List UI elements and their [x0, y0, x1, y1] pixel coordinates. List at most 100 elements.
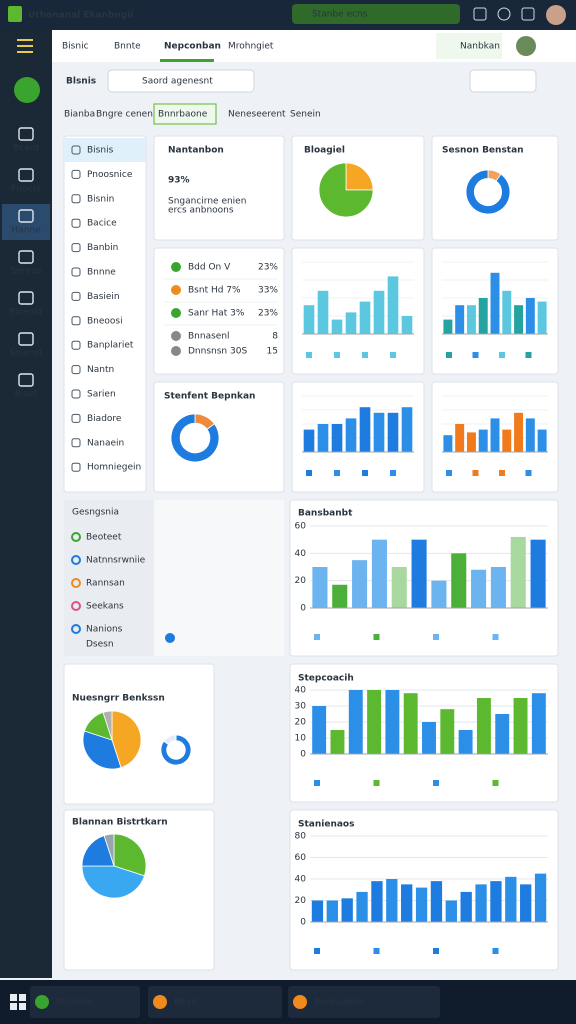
bar [490, 881, 502, 922]
bar [514, 412, 524, 452]
taskbar-label: Blrsic [174, 998, 199, 1008]
menu-icon [71, 340, 81, 350]
menu-item: Nanaein [87, 438, 124, 448]
toolbar[interactable] [469, 69, 537, 93]
menu-icon[interactable] [17, 39, 33, 53]
status-label: Bsnt Hd 7% [188, 286, 241, 296]
chart-title: Bansbanbt [298, 509, 353, 519]
sidebar-label: Hanne [11, 226, 41, 236]
bar [303, 429, 315, 452]
legend-swatch [306, 470, 312, 476]
menu-icon [71, 243, 81, 253]
search-box[interactable] [107, 69, 255, 93]
bar [460, 891, 472, 922]
group-foot: Dsesn [86, 640, 114, 650]
taskbar-item[interactable] [288, 986, 440, 1018]
bar [331, 319, 343, 334]
sidebar-icon[interactable] [18, 168, 34, 182]
bar [371, 881, 383, 922]
blank-panel [154, 500, 284, 656]
nav-tab: Bnnte [114, 42, 141, 52]
bar [478, 429, 488, 452]
status-value: 23% [258, 309, 278, 319]
bar [537, 429, 547, 452]
sidebar-icon[interactable] [18, 373, 34, 387]
bar [326, 900, 338, 922]
slice [82, 730, 122, 770]
sidebar-icon[interactable] [18, 291, 34, 305]
sidebar-icon[interactable] [18, 250, 34, 264]
menu-icon [71, 438, 81, 448]
y-tick-label: 40 [295, 875, 307, 885]
chart-title: Stepcoacih [298, 674, 354, 684]
status-icon [171, 308, 181, 318]
avatar[interactable] [516, 36, 536, 56]
card [431, 135, 559, 241]
bar [455, 424, 465, 452]
chart-title: Blannan Bistrtkarn [72, 818, 168, 828]
menu-icon [71, 291, 81, 301]
bar [341, 898, 353, 922]
sidebar-icon[interactable] [18, 127, 34, 141]
tab: Bianba [64, 110, 95, 120]
menu-item: Homniegein [87, 463, 141, 473]
legend-swatch [433, 780, 439, 786]
legend-swatch [334, 352, 340, 358]
avatar[interactable] [546, 5, 566, 25]
chart-title: Bloagiel [304, 146, 345, 156]
status-label: Bnnasenl [188, 332, 230, 342]
bar [525, 418, 535, 452]
taskbar-item[interactable] [148, 986, 282, 1018]
bar [312, 567, 328, 608]
bar [476, 698, 491, 754]
legend-swatch [525, 470, 532, 476]
y-tick-label: 20 [295, 896, 307, 906]
group-item: Seekans [86, 602, 124, 612]
sidebar-icon[interactable] [18, 209, 34, 223]
bar [401, 407, 413, 452]
menu-active [64, 138, 146, 162]
bar [490, 418, 500, 452]
tab: Bngre cenen [96, 110, 153, 120]
status-pill[interactable] [292, 4, 460, 24]
legend-swatch [362, 352, 368, 358]
taskbar-label: Stnnsbe [56, 998, 93, 1008]
bar [490, 272, 500, 334]
group-dot [71, 555, 81, 565]
bar [387, 276, 399, 334]
bar [514, 305, 524, 334]
y-tick-label: 40 [295, 549, 307, 559]
tab: Bnnrbaone [158, 110, 208, 120]
bar [386, 879, 398, 922]
bar [531, 693, 546, 754]
menu-item: Sarien [87, 390, 116, 400]
legend-swatch [390, 470, 396, 476]
group-dot [71, 624, 81, 634]
y-tick-label: 20 [295, 576, 307, 586]
menu-icon [71, 169, 81, 179]
bar [458, 730, 473, 754]
y-tick-label: 60 [295, 853, 307, 863]
bar [401, 316, 413, 334]
sidebar-label: Senrus [10, 267, 41, 277]
taskbar-icon [293, 995, 307, 1009]
bar [401, 884, 413, 922]
bar [502, 429, 512, 452]
bar [317, 290, 329, 334]
nav-button-bg[interactable] [436, 33, 502, 59]
tab: Senein [290, 110, 321, 120]
taskbar-item[interactable] [30, 986, 140, 1018]
tab-underline [160, 59, 214, 62]
chart-title: Stenfent Bepnkan [164, 392, 255, 402]
y-tick-label: 20 [295, 718, 307, 728]
group-item: Beoteet [86, 533, 122, 543]
status-icon [171, 285, 181, 295]
group-item: Natnnsrwniie [86, 556, 146, 566]
bar [490, 567, 506, 608]
icon [473, 7, 487, 21]
title-bar [0, 0, 576, 30]
start-icon[interactable] [10, 994, 26, 1010]
sidebar-icon[interactable] [18, 332, 34, 346]
menu-icon [71, 365, 81, 375]
